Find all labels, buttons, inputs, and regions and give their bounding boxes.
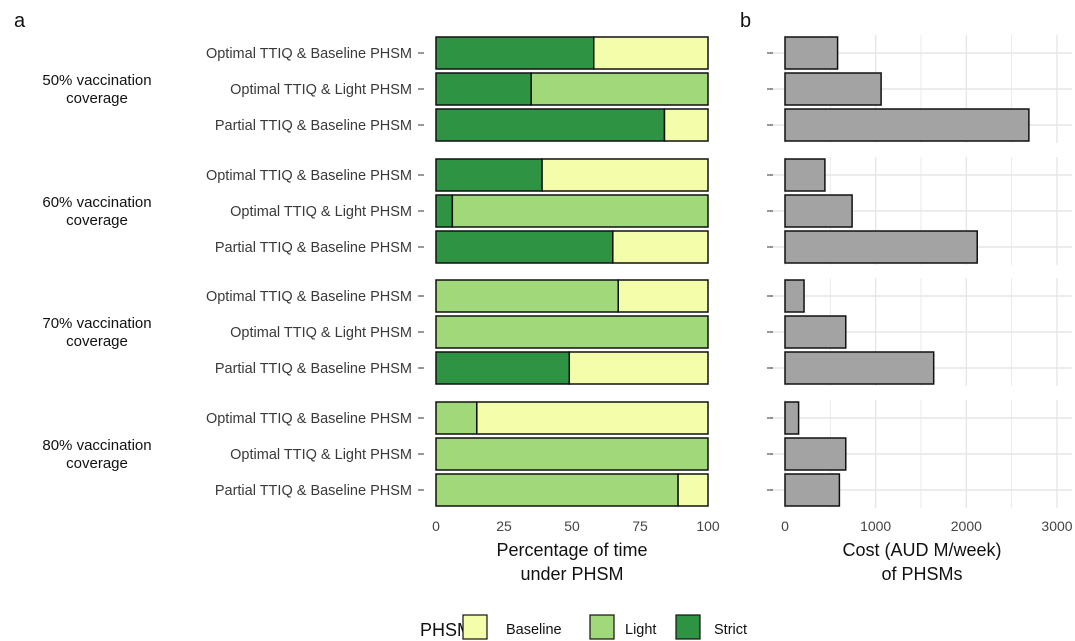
legend-label-light: Light [625,622,656,638]
bar-b-cost [784,437,847,471]
labels-layer: Optimal TTIQ & Baseline PHSM Optimal TTIQ… [42,46,1072,534]
legend-label-strict: Strict [714,622,747,638]
bar-b-cost [784,473,841,507]
scenario-label: Optimal TTIQ & Baseline PHSM [206,46,412,62]
scenario-label: Optimal TTIQ & Light PHSM [230,204,412,220]
legend-swatch-baseline [462,614,488,640]
panel-a-xtick-label: 50 [564,518,580,534]
bar-b-cost [784,351,935,385]
scenario-label: Partial TTIQ & Baseline PHSM [215,240,412,256]
scenario-label: Optimal TTIQ & Light PHSM [230,325,412,341]
bar-a-light [435,473,679,507]
bar-a-light [435,279,619,313]
bar-a-light [435,315,709,349]
panel-b-label: b [740,10,751,32]
bar-a-strict [435,108,666,142]
group-label-line2: coverage [66,333,128,350]
panel-a-xtick-label: 75 [632,518,648,534]
panel-b-xlabel-line2: of PHSMs [881,564,962,584]
bar-b-cost [784,108,1030,142]
bar-a-light [435,401,478,435]
bar-a-strict [435,158,543,192]
legend-swatch-light [589,614,615,640]
bar-b-cost [784,194,853,228]
group-label-line1: 80% vaccination [42,437,151,454]
bar-b-cost [784,72,882,106]
scenario-label: Partial TTIQ & Baseline PHSM [215,361,412,377]
scenario-label: Partial TTIQ & Baseline PHSM [215,118,412,134]
scenario-label: Optimal TTIQ & Baseline PHSM [206,168,412,184]
panel-b-xtick-label: 0 [781,518,789,534]
bar-a-light [451,194,709,228]
bar-a-baseline [541,158,709,192]
group-label-line1: 70% vaccination [42,315,151,332]
bar-b-cost [784,279,805,313]
legend-title: PHSM [420,620,472,640]
bar-a-light [435,437,709,471]
bar-a-baseline [593,36,709,70]
panel-a-xtick-label: 25 [496,518,512,534]
group-label-line1: 50% vaccination [42,72,151,89]
bar-a-baseline [476,401,709,435]
bar-a-strict [435,230,614,264]
bar-a-baseline [612,230,709,264]
bar-a-strict [435,194,454,228]
bar-a-light [530,72,709,106]
panel-a-xtick-label: 0 [432,518,440,534]
bar-a-strict [435,72,532,106]
group-label-line1: 60% vaccination [42,194,151,211]
panel-b-xtick-label: 2000 [951,518,982,534]
bar-a-baseline [677,473,709,507]
panel-a-xlabel-line1: Percentage of time [496,540,647,560]
scenario-label: Optimal TTIQ & Light PHSM [230,82,412,98]
panel-b-grid [770,35,1072,508]
legend-label-baseline: Baseline [506,622,562,638]
bar-b-cost [784,230,978,264]
group-label-line2: coverage [66,455,128,472]
bar-b-cost [784,401,800,435]
panel-b-xlabel-line1: Cost (AUD M/week) [842,540,1001,560]
group-label-line2: coverage [66,90,128,107]
bar-b-cost [784,315,847,349]
bar-a-baseline [617,279,709,313]
bar-a-baseline [568,351,709,385]
panel-b-bars [784,36,1030,507]
legend: PHSM Baseline Light Strict [420,614,747,640]
panel-a-label: a [14,10,26,32]
bar-a-strict [435,351,571,385]
bar-b-cost [784,36,839,70]
panel-a-bars [435,36,709,507]
panel-a-xlabel-line2: under PHSM [520,564,623,584]
panel-a-xtick-label: 100 [696,518,720,534]
bar-a-strict [435,36,595,70]
scenario-label: Optimal TTIQ & Baseline PHSM [206,411,412,427]
scenario-label: Optimal TTIQ & Light PHSM [230,447,412,463]
panel-b-xtick-label: 1000 [860,518,891,534]
bar-a-baseline [663,108,709,142]
panel-b-xtick-label: 3000 [1041,518,1072,534]
scenario-label: Optimal TTIQ & Baseline PHSM [206,289,412,305]
legend-swatch-strict [675,614,701,640]
bar-b-cost [784,158,826,192]
scenario-label: Partial TTIQ & Baseline PHSM [215,483,412,499]
group-label-line2: coverage [66,212,128,229]
